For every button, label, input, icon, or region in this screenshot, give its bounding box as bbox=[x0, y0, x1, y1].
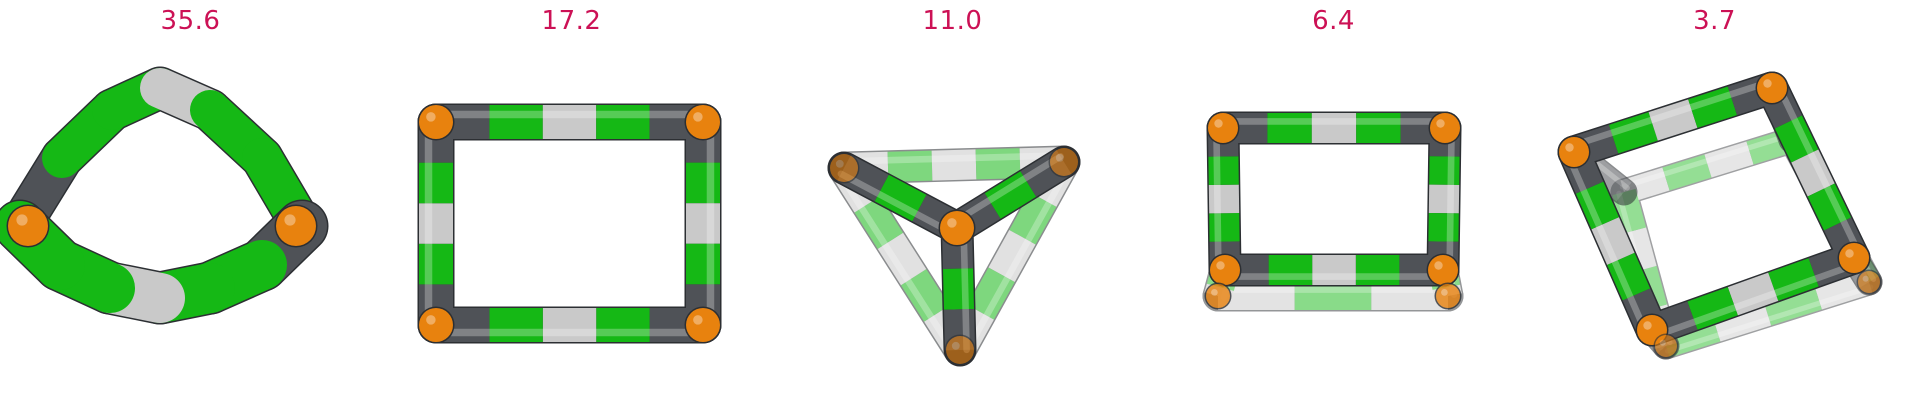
vertex-joint bbox=[1428, 255, 1458, 285]
vertex-joint bbox=[276, 206, 316, 246]
tube-segment bbox=[1648, 99, 1698, 141]
tube-segment bbox=[1688, 86, 1738, 128]
structure-panel-4: 6.4 bbox=[1143, 0, 1524, 416]
tube-segment bbox=[1727, 272, 1779, 316]
tube-segment bbox=[1575, 181, 1619, 230]
structure-panel-3: 11.0 bbox=[762, 0, 1143, 416]
ring-back-arc bbox=[0, 66, 324, 248]
vertex-joint bbox=[419, 105, 453, 139]
tube-segment bbox=[975, 148, 1021, 180]
vertex-joint bbox=[686, 105, 720, 139]
value-label-5: 3.7 bbox=[1693, 6, 1736, 36]
tube-segment bbox=[931, 149, 977, 181]
tube-segment bbox=[1791, 149, 1835, 197]
tube-segment bbox=[1662, 154, 1712, 191]
prism-front-face bbox=[1206, 111, 1462, 287]
cube-model bbox=[1557, 71, 1883, 360]
vertex-joint bbox=[830, 154, 858, 182]
tube-segment bbox=[988, 229, 1036, 283]
vertex-joint bbox=[1210, 255, 1240, 285]
vertex-joint bbox=[8, 206, 48, 246]
tetrahedron-model bbox=[827, 145, 1081, 367]
tube-segment bbox=[887, 150, 933, 182]
vertex-joint bbox=[946, 336, 974, 364]
vertex-joint bbox=[686, 308, 720, 342]
tube-segment bbox=[854, 196, 904, 249]
vertex-joint bbox=[1430, 113, 1460, 143]
tube-segment bbox=[1763, 286, 1822, 326]
value-label-2: 17.2 bbox=[541, 6, 602, 36]
trigonal-prism-model bbox=[1202, 111, 1464, 312]
vertex-joint bbox=[1858, 271, 1880, 293]
vertex-joint bbox=[1839, 243, 1869, 273]
vertex-joints bbox=[938, 209, 976, 247]
vertex-joint bbox=[1050, 148, 1078, 176]
vertex-joints bbox=[1204, 282, 1462, 310]
tube-segment bbox=[1622, 227, 1657, 273]
value-label-4: 6.4 bbox=[1312, 6, 1355, 36]
vertex-joint bbox=[1655, 335, 1677, 357]
tube-segment bbox=[1608, 112, 1658, 154]
tube-segment bbox=[1768, 258, 1819, 301]
tube-segment bbox=[1607, 252, 1651, 301]
tube-segment bbox=[900, 269, 950, 322]
tube-segment bbox=[1774, 115, 1819, 163]
vertex-joint bbox=[1208, 113, 1238, 143]
tube-segment bbox=[1591, 162, 1632, 202]
tube-segment bbox=[1687, 287, 1738, 330]
vertex-joints bbox=[6, 204, 318, 248]
tube-segment bbox=[1807, 183, 1852, 231]
value-label-1: 35.6 bbox=[160, 6, 221, 36]
vertex-joint bbox=[1559, 137, 1589, 167]
tube-segment bbox=[874, 174, 927, 222]
vertex-joint bbox=[1757, 73, 1787, 103]
square-model bbox=[417, 103, 722, 344]
vertex-joints bbox=[1206, 111, 1462, 287]
structure-panel-5: 3.7 bbox=[1524, 0, 1905, 416]
structure-panel-1: 35.6 bbox=[0, 0, 381, 416]
value-label-3: 11.0 bbox=[922, 6, 983, 36]
tube-segment bbox=[877, 232, 927, 286]
ring-front-arc bbox=[0, 199, 329, 325]
tube-segment bbox=[1704, 141, 1754, 178]
tube-segment bbox=[943, 268, 974, 310]
vertex-joints bbox=[828, 146, 1080, 366]
ring-model bbox=[0, 66, 329, 325]
tube-segment bbox=[1009, 192, 1057, 245]
vertex-joint bbox=[1436, 284, 1460, 308]
tube-segment bbox=[967, 267, 1015, 320]
structure-panel-2: 17.2 bbox=[381, 0, 762, 416]
square-loop bbox=[417, 103, 722, 344]
vertex-joints bbox=[417, 103, 722, 344]
vertex-joint bbox=[419, 308, 453, 342]
tube-segment bbox=[984, 171, 1037, 219]
vertex-joint bbox=[1206, 284, 1230, 308]
vertex-joints bbox=[1653, 269, 1882, 359]
tube-segment bbox=[1713, 302, 1772, 342]
vertex-joint bbox=[940, 211, 974, 245]
tube-segment bbox=[1591, 217, 1635, 265]
